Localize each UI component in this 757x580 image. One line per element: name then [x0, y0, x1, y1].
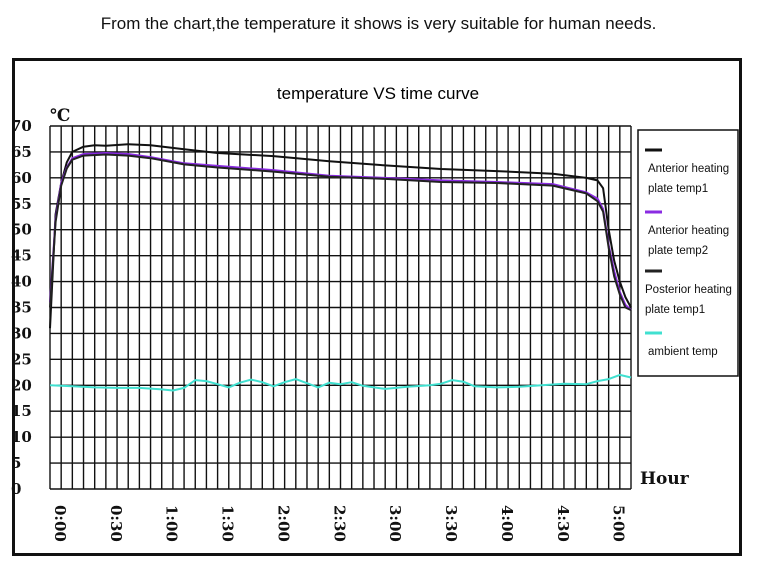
series-line: [49, 153, 632, 312]
series-line: [49, 373, 632, 392]
legend-label: Anterior heating plate temp2: [648, 225, 729, 257]
y-tick-label: 65: [11, 143, 32, 161]
x-tick-label: 0:00: [51, 505, 69, 542]
x-tick-label: 3:30: [442, 505, 460, 542]
chart-frame: [12, 58, 742, 556]
y-tick-label: 45: [11, 247, 32, 265]
x-tick-label: 2:00: [274, 505, 292, 542]
y-tick-label: 70: [11, 117, 32, 135]
y-tick-label: 10: [11, 428, 32, 446]
y-axis-ticks: 0 5 10 15 20 25 30 35 40 45 50 55 60 65 70: [11, 117, 32, 498]
x-tick-label: 4:30: [554, 505, 572, 542]
y-tick-label: 35: [11, 299, 32, 317]
x-tick-label: 1:00: [163, 505, 181, 542]
y-tick-label: 20: [11, 376, 32, 394]
y-tick-label: 15: [11, 402, 32, 420]
y-tick-label: 30: [11, 324, 32, 342]
x-axis-ticks: 0:00 0:30 1:00 1:30 2:00 2:30 3:00 3:30 4:00 4:30…: [51, 505, 628, 542]
y-tick-label: 55: [11, 195, 32, 213]
y-tick-label: 5: [11, 454, 21, 472]
x-tick-label: 2:30: [330, 505, 348, 542]
legend-box: [637, 129, 739, 377]
chart-title: temperature VS time curve: [277, 84, 479, 103]
chart-legend: Anterior heating plate temp1 Anterior heat…: [637, 129, 739, 377]
y-tick-label: 0: [11, 480, 21, 498]
x-tick-label: 4:00: [498, 505, 516, 542]
x-tick-label: 3:00: [386, 505, 404, 542]
x-tick-label: 0:30: [107, 505, 125, 542]
series-line: [49, 143, 632, 329]
legend-label: ambient temp: [648, 346, 718, 358]
x-tick-label: 1:30: [219, 505, 237, 542]
y-axis-unit: ℃: [50, 106, 70, 126]
x-axis-label: Hour: [640, 469, 690, 489]
caption: From the chart,the temperature it shows …: [100, 14, 657, 33]
legend-label: Anterior heating plate temp1: [648, 163, 729, 195]
chart-series: [49, 143, 632, 392]
y-tick-label: 60: [11, 169, 32, 187]
y-tick-label: 50: [11, 221, 32, 239]
legend-label: Posterior heating plate temp1: [645, 284, 732, 316]
chart-grid: [49, 125, 632, 490]
y-tick-label: 25: [11, 350, 32, 368]
y-tick-label: 40: [11, 273, 32, 291]
x-tick-label: 5:00: [610, 505, 628, 542]
